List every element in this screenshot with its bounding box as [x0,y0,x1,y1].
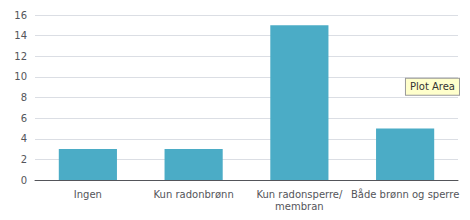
svg-text:Kun radonbrønn: Kun radonbrønn [154,189,234,200]
svg-text:10: 10 [14,71,27,82]
svg-text:Ingen: Ingen [74,189,102,200]
svg-text:16: 16 [14,10,27,21]
svg-text:8: 8 [21,92,27,103]
svg-text:2: 2 [21,154,27,165]
svg-text:Plot Area: Plot Area [410,81,455,92]
svg-text:Kun radonsperre/: Kun radonsperre/ [256,189,343,200]
svg-text:membran: membran [275,201,324,212]
svg-text:12: 12 [14,51,27,62]
svg-text:0: 0 [21,175,27,186]
svg-text:Både brønn og sperre: Både brønn og sperre [351,188,459,200]
svg-text:4: 4 [21,133,27,144]
svg-text:14: 14 [14,30,27,41]
svg-text:6: 6 [21,113,27,124]
